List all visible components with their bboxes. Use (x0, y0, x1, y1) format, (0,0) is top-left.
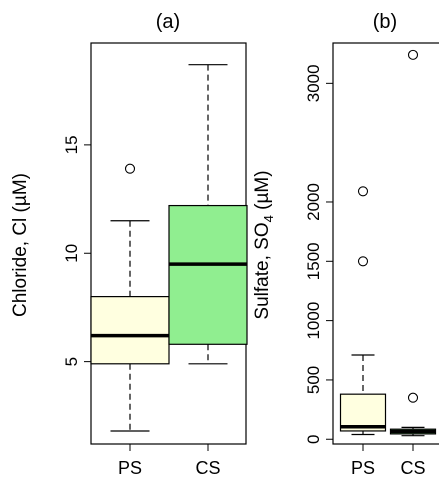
panel-a-box-ps (90, 163, 170, 432)
panel-b-y-axis: 0 500 1000 1500 2000 3000 (304, 64, 334, 444)
panel-a-x-axis: PS CS (118, 443, 221, 478)
panel-a-y-axis-label: Chloride, Cl (µM) (10, 173, 31, 317)
panel-a-y-tick-label: 15 (62, 135, 81, 154)
panel-a-x-tick-label: PS (118, 458, 142, 478)
panel-a-box-cs (168, 64, 248, 365)
panel-b-x-axis: PS CS (351, 443, 426, 478)
panel-b-y-tick-label: 1500 (304, 242, 323, 280)
outlier-point (357, 186, 369, 197)
panel-a-y-tick-label: 10 (62, 244, 81, 263)
outlier-point (407, 49, 419, 60)
outlier-point (407, 392, 419, 403)
panel-a-title: (a) (156, 11, 180, 33)
panel-b: (b) 0 500 1000 1500 2000 3000 PS CS Sulfate, S… (252, 11, 439, 478)
outlier-point (124, 163, 136, 174)
panel-b-y-tick-label: 1000 (304, 302, 323, 340)
box-iqr (339, 393, 387, 432)
box-iqr (168, 204, 248, 345)
panel-b-y-axis-label-unit: (µM) (252, 170, 273, 215)
panel-b-box-cs (389, 49, 437, 437)
box-iqr (90, 296, 170, 365)
panel-b-x-tick-label: CS (400, 458, 425, 478)
outlier-point (357, 256, 369, 267)
panel-b-y-tick-label: 3000 (304, 64, 323, 102)
panel-a-x-tick-label: CS (195, 458, 220, 478)
panel-b-y-tick-label: 2000 (304, 183, 323, 221)
panel-a-y-tick-label: 5 (62, 357, 81, 366)
panel-a-boxes (90, 64, 248, 432)
panel-b-y-tick-label: 0 (304, 435, 323, 444)
panel-b-plot-frame (332, 42, 439, 445)
panel-a: (a) 5 10 15 PS CS Chloride, Cl (µM) (10, 11, 248, 478)
panel-b-y-tick-label: 500 (304, 366, 323, 394)
panel-b-title: (b) (373, 11, 397, 33)
panel-b-x-tick-label: PS (351, 458, 375, 478)
panel-b-y-axis-label: Sulfate, SO4 (µM) (252, 170, 276, 319)
panel-b-y-axis-label-subscript: 4 (261, 215, 276, 222)
panel-b-box-ps (339, 186, 387, 436)
panel-b-boxes (339, 49, 437, 437)
panel-b-y-axis-label-main: Sulfate, SO (252, 222, 273, 319)
panel-a-y-axis: 5 10 15 (62, 135, 92, 366)
